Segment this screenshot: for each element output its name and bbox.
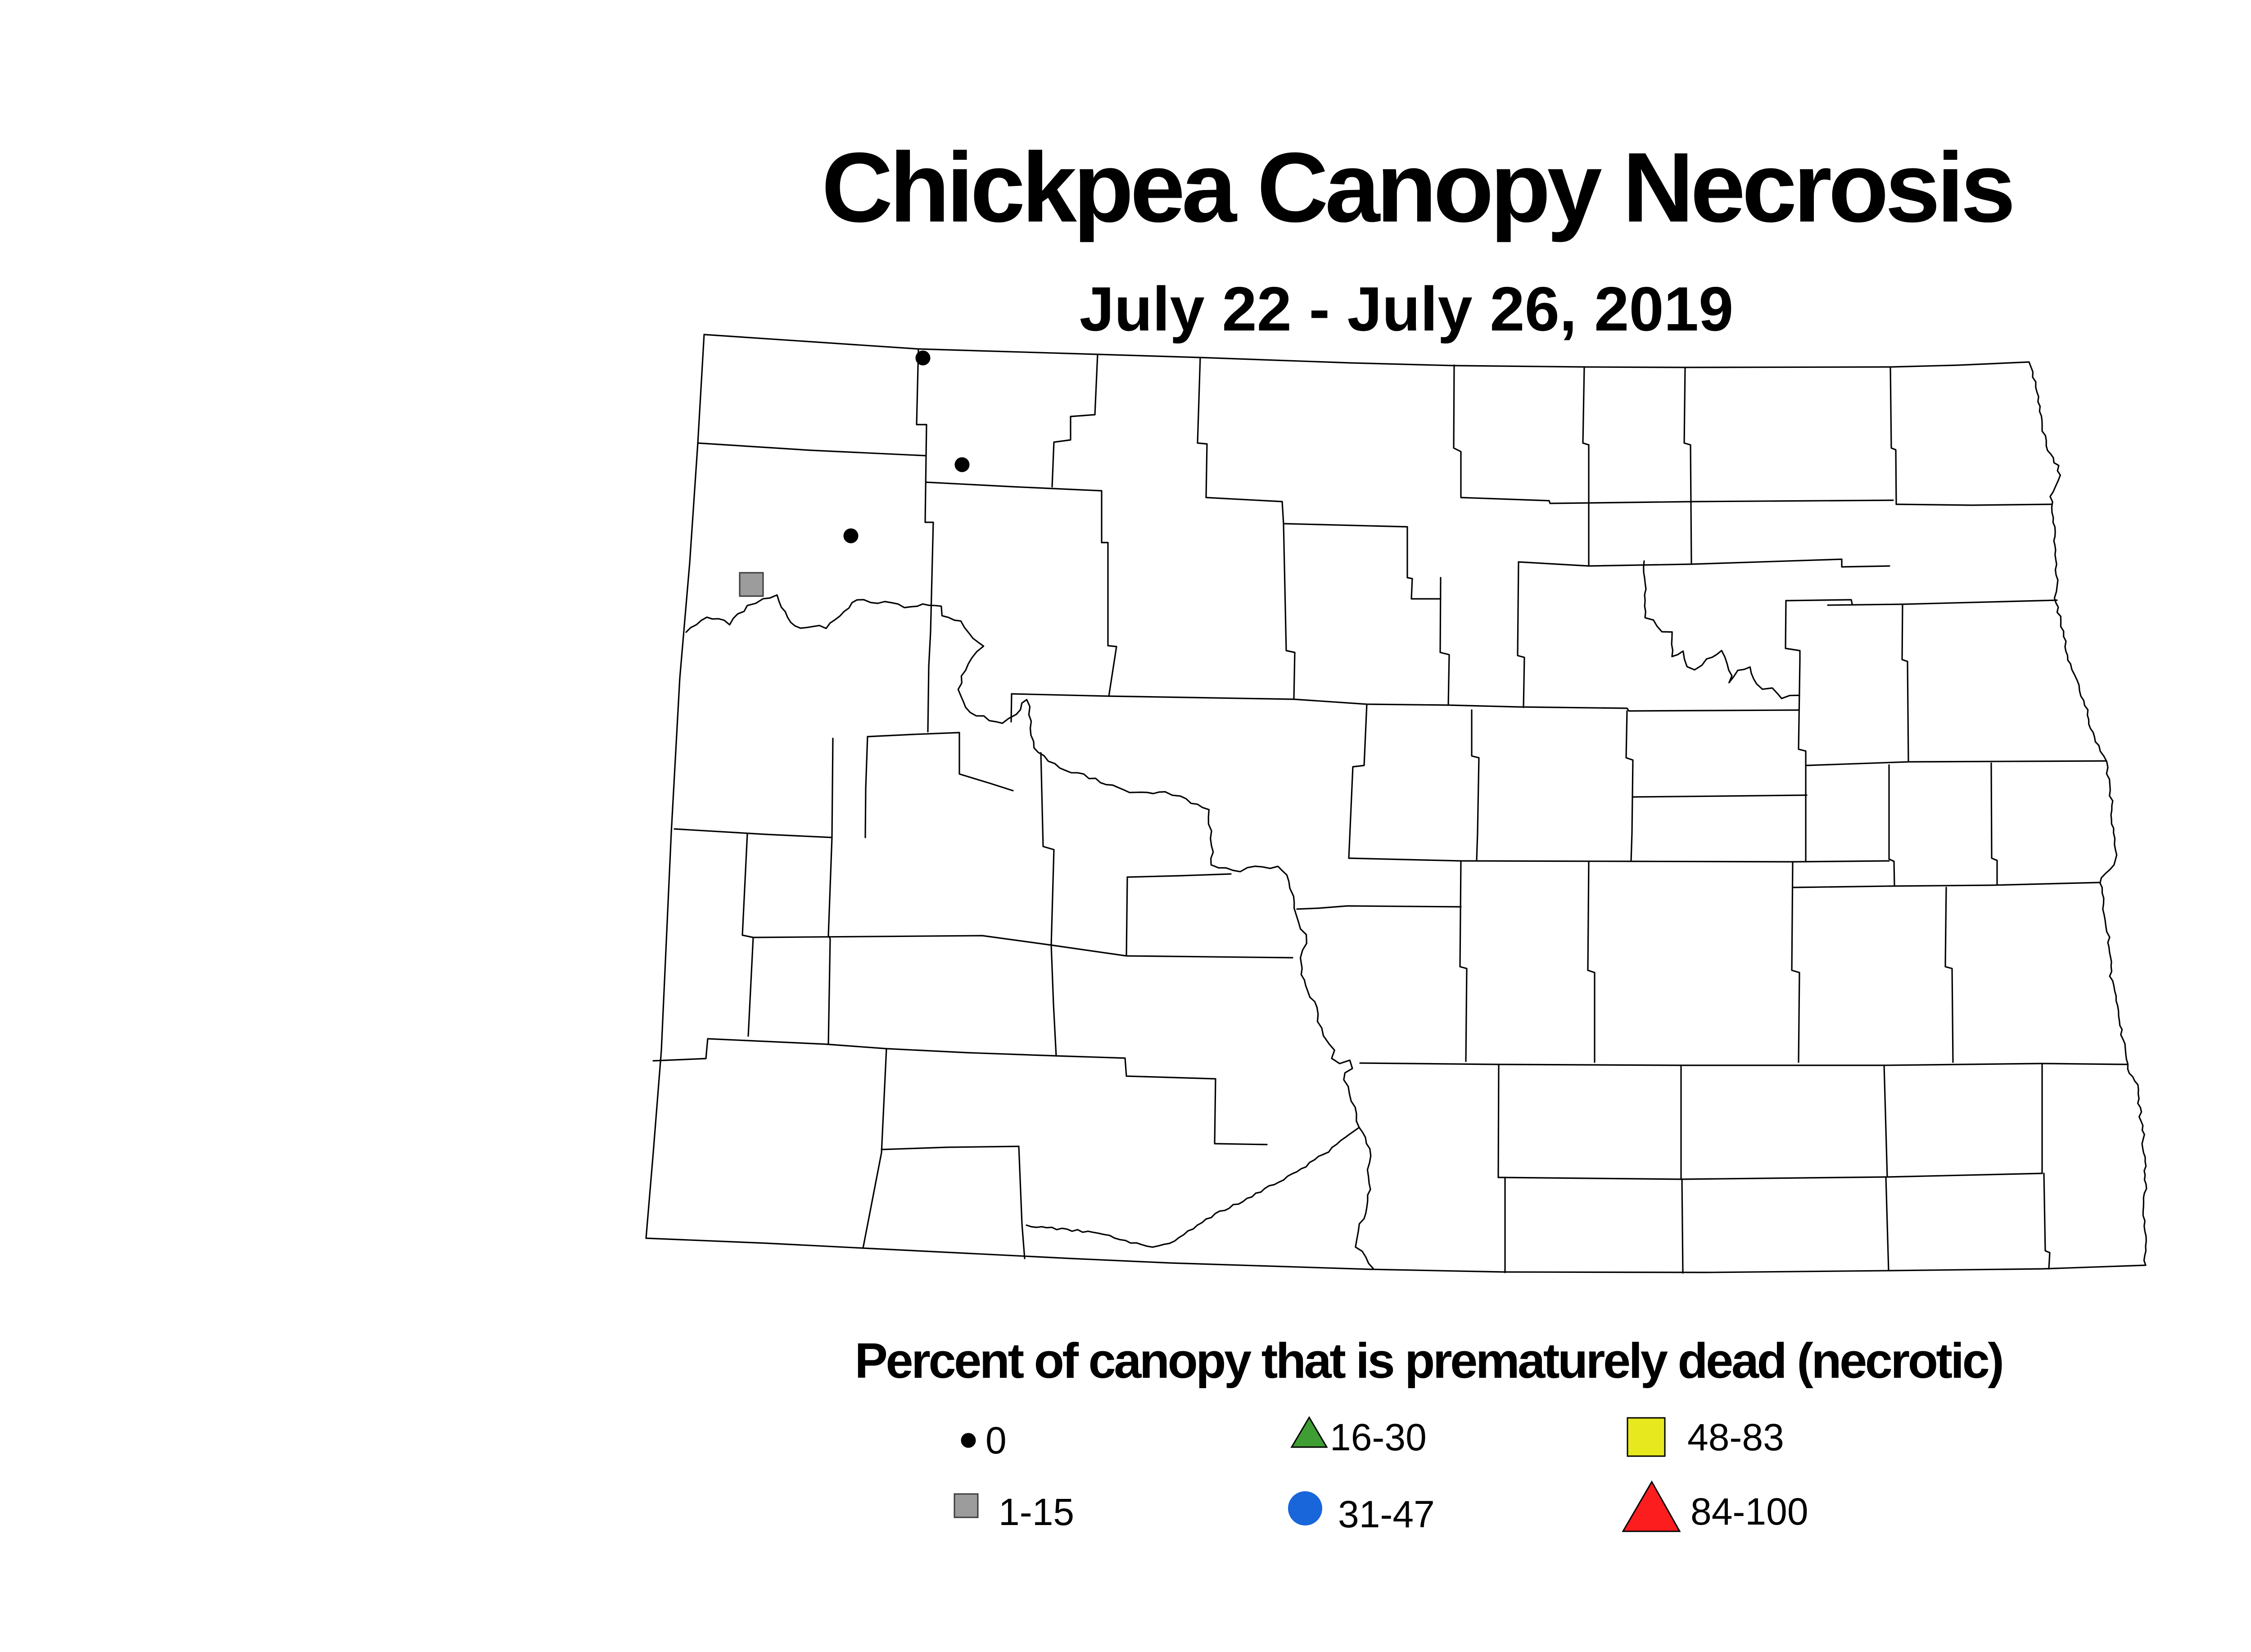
svg-text:84-100: 84-100 xyxy=(1691,1490,1808,1533)
svg-text:1-15: 1-15 xyxy=(999,1491,1074,1533)
svg-text:Chickpea Canopy Necrosis: Chickpea Canopy Necrosis xyxy=(822,132,2012,243)
svg-text:July 22 - July 26, 2019: July 22 - July 26, 2019 xyxy=(1080,274,1734,344)
svg-text:Percent of canopy that is prem: Percent of canopy that is prematurely de… xyxy=(855,1333,2002,1389)
svg-text:31-47: 31-47 xyxy=(1338,1493,1435,1535)
svg-text:48-83: 48-83 xyxy=(1687,1416,1784,1458)
svg-text:16-30: 16-30 xyxy=(1330,1416,1427,1458)
svg-text:0: 0 xyxy=(985,1419,1007,1462)
